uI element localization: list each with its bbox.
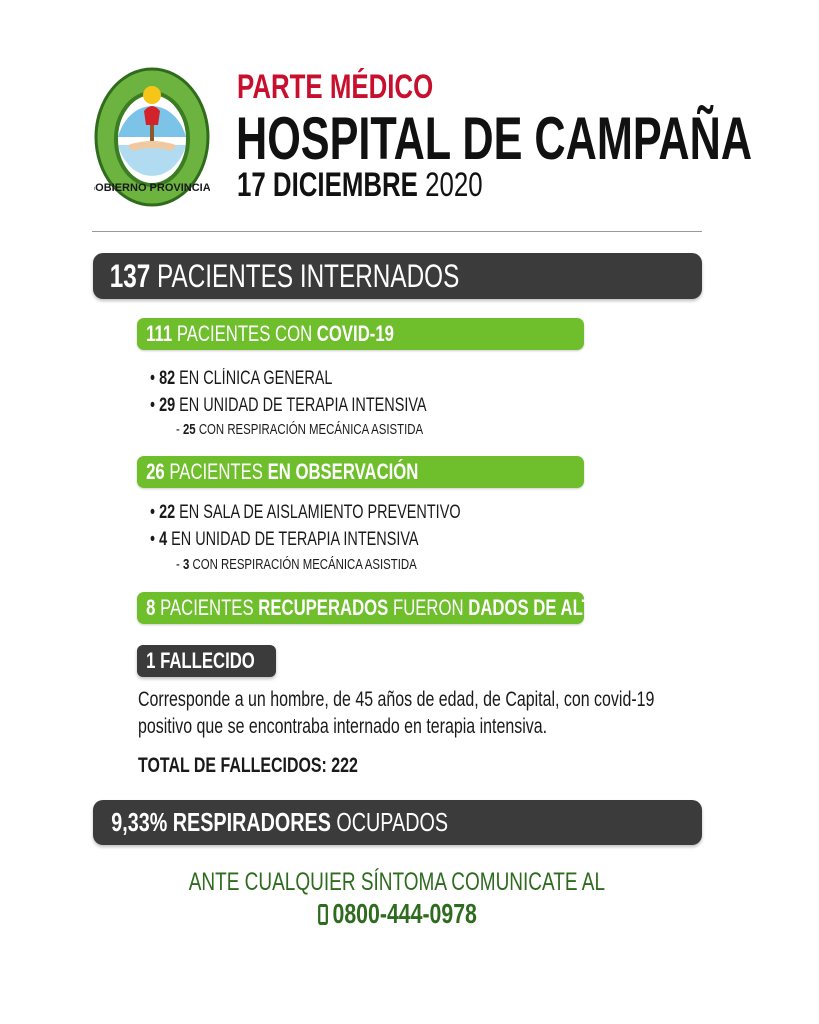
altas-bar: 8 PACIENTES RECUPERADOS FUERON DADOS DE … xyxy=(137,592,603,624)
list-subitem: - 25 CON RESPIRACIÓN MECÁNICA ASISTIDA xyxy=(176,421,424,438)
gobierno-provincial-logo: GOBIERNO PROVINCIAL xyxy=(87,67,218,207)
respiradores-bar: 9,33% RESPIRADORES OCUPADOS xyxy=(93,800,702,845)
report-date: 17 DICIEMBRE 2020 xyxy=(237,166,483,204)
fallecido-description: Corresponde a un hombre, de 45 años de e… xyxy=(138,688,655,738)
total-fallecidos: TOTAL DE FALLECIDOS: 222 xyxy=(138,754,358,777)
fallecido-badge: 1 FALLECIDO xyxy=(137,645,276,677)
list-item: • 29 EN UNIDAD DE TERAPIA INTENSIVA xyxy=(150,395,427,416)
svg-text:GOBIERNO PROVINCIAL: GOBIERNO PROVINCIAL xyxy=(94,182,210,194)
divider xyxy=(92,231,702,232)
footer-text: ANTE CUALQUIER SÍNTOMA COMUNICATE AL xyxy=(188,868,606,896)
list-subitem: - 3 CON RESPIRACIÓN MECÁNICA ASISTIDA xyxy=(176,556,417,573)
internados-bar: 137 PACIENTES INTERNADOS xyxy=(93,253,702,299)
observacion-bar: 26 PACIENTES EN OBSERVACIÓN xyxy=(137,456,584,488)
list-item: • 82 EN CLÍNICA GENERAL xyxy=(150,368,333,389)
phone-number[interactable]: 0800-444-0978 xyxy=(0,898,794,930)
header-kicker: PARTE MÉDICO xyxy=(237,68,434,106)
covid-bar: 111 PACIENTES CON COVID-19 xyxy=(137,318,584,350)
list-item: • 22 EN SALA DE AISLAMIENTO PREVENTIVO xyxy=(150,502,461,523)
list-item: • 4 EN UNIDAD DE TERAPIA INTENSIVA xyxy=(150,529,419,550)
mobile-phone-icon xyxy=(317,904,328,925)
page-title: HOSPITAL DE CAMPAÑA xyxy=(236,105,753,172)
